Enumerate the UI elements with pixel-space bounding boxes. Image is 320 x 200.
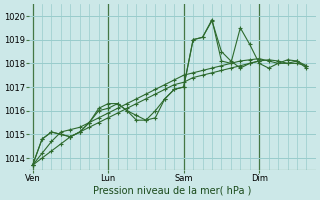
X-axis label: Pression niveau de la mer( hPa ): Pression niveau de la mer( hPa ) xyxy=(93,186,252,196)
